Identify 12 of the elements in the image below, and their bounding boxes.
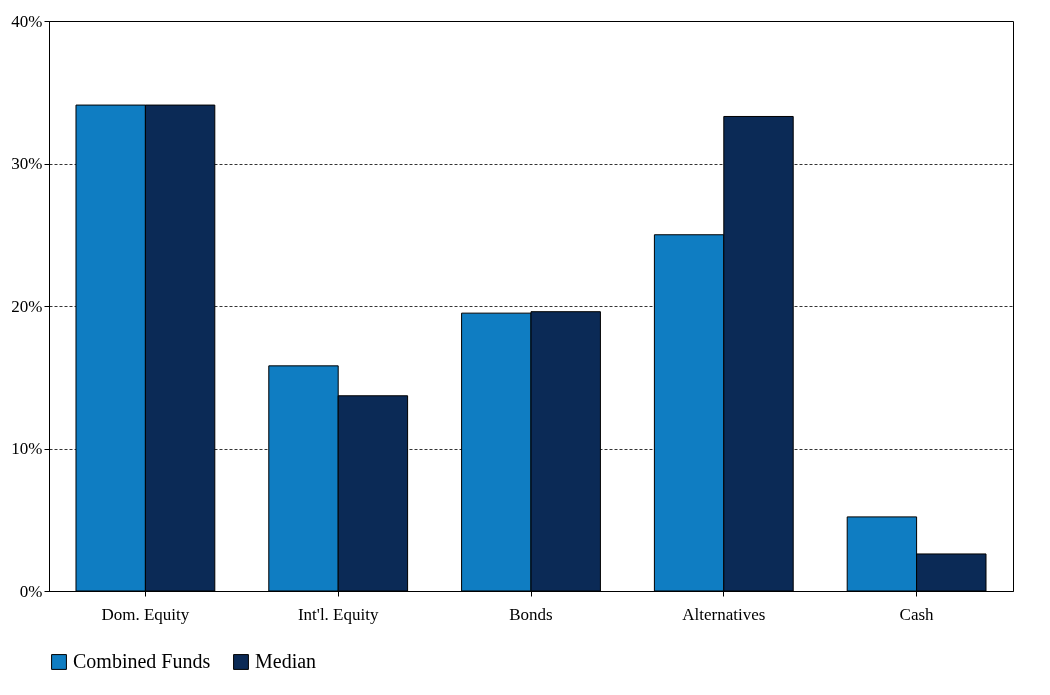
y-tick-label: 30% xyxy=(11,154,43,173)
legend-label: Combined Funds xyxy=(73,650,211,672)
x-tick-label: Cash xyxy=(899,604,935,624)
legend-label: Median xyxy=(255,650,317,672)
y-tick-label: 20% xyxy=(11,296,43,316)
x-tick-label: Dom. Equity xyxy=(101,604,190,624)
y-tick-label: 10% xyxy=(11,439,43,458)
x-tick-label: Bonds xyxy=(509,604,553,624)
x-tick-label: Alternatives xyxy=(682,604,766,624)
y-tick-label: 40% xyxy=(11,11,43,31)
y-tick-label: 0% xyxy=(19,581,43,601)
x-tick-label: Int'l. Equity xyxy=(297,604,379,624)
